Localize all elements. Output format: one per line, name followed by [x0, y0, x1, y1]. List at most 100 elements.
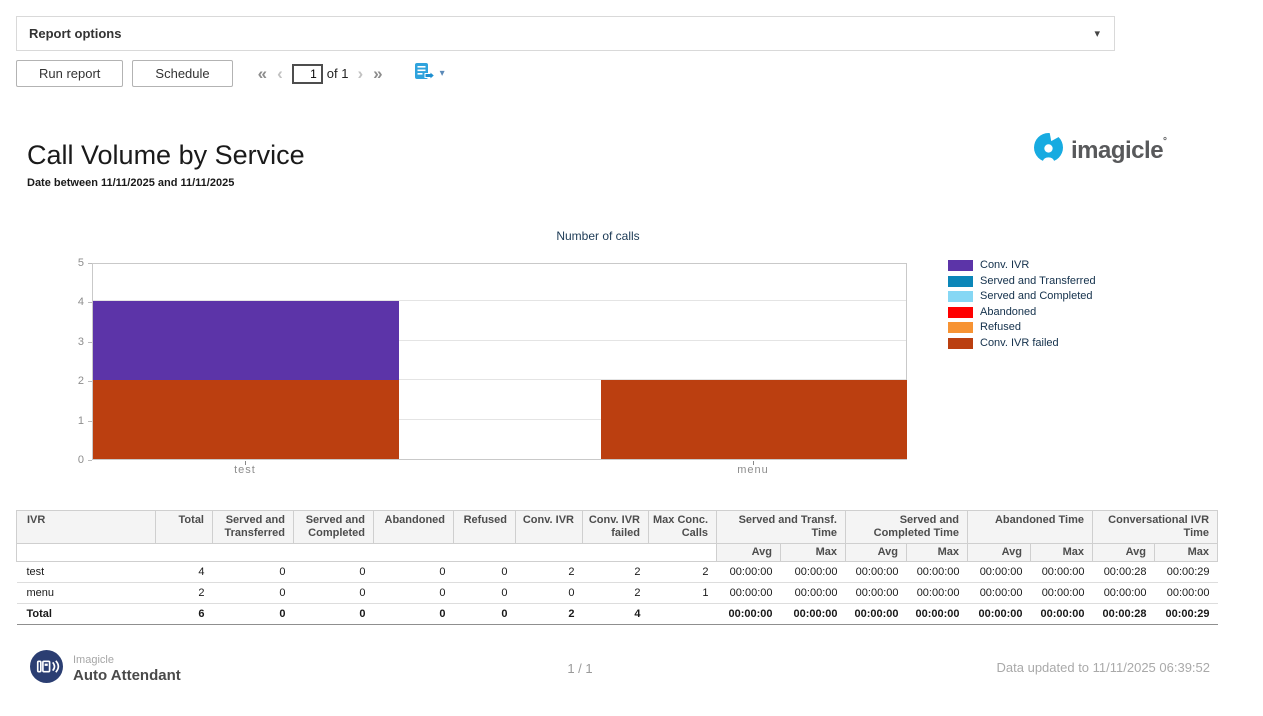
- legend-swatch: [948, 260, 973, 271]
- table-cell: 00:00:00: [717, 583, 781, 604]
- table-total-row: Total600002400:00:0000:00:0000:00:0000:0…: [17, 604, 1218, 625]
- table-cell: 2: [516, 604, 583, 625]
- table-cell: 2: [583, 583, 649, 604]
- sub-header: Max: [1155, 544, 1218, 562]
- table-cell: 0: [374, 562, 454, 583]
- legend-swatch: [948, 322, 973, 333]
- data-updated-label: Data updated to 11/11/2025 06:39:52: [997, 660, 1210, 675]
- table-cell: 00:00:00: [846, 604, 907, 625]
- legend-label: Served and Transferred: [980, 276, 1096, 287]
- schedule-button[interactable]: Schedule: [132, 60, 232, 87]
- table-cell: 0: [374, 604, 454, 625]
- table-cell: 00:00:00: [781, 583, 846, 604]
- table-cell: 00:00:28: [1093, 604, 1155, 625]
- footer-page-indicator: 1 / 1: [540, 661, 620, 676]
- table-cell: 00:00:28: [1093, 562, 1155, 583]
- table-cell: 0: [294, 583, 374, 604]
- pagination: « ‹ of 1 › »: [253, 64, 388, 84]
- table-cell: 0: [516, 583, 583, 604]
- table-cell: 00:00:00: [846, 562, 907, 583]
- report-options-bar[interactable]: Report options ▾: [16, 16, 1115, 51]
- table-cell: 00:00:00: [907, 583, 968, 604]
- export-icon: [414, 62, 435, 86]
- last-page-icon[interactable]: »: [368, 64, 387, 84]
- x-tick-label: test: [205, 464, 285, 476]
- sub-header: Avg: [968, 544, 1031, 562]
- table-cell: 0: [374, 583, 454, 604]
- table-cell: 1: [649, 583, 717, 604]
- table-cell: 0: [454, 583, 516, 604]
- table-cell: 2: [649, 562, 717, 583]
- legend-swatch: [948, 338, 973, 349]
- table-row: menu2000002100:00:0000:00:0000:00:0000:0…: [17, 583, 1218, 604]
- table-cell: 00:00:00: [968, 583, 1031, 604]
- sub-header: Max: [1031, 544, 1093, 562]
- report-options-label: Report options: [29, 26, 121, 41]
- table-cell: [649, 604, 717, 625]
- chevron-down-icon: ▾: [1094, 27, 1100, 40]
- table-cell: 6: [156, 604, 213, 625]
- imagicle-logo: imagicle°: [1034, 133, 1167, 167]
- table-cell: 2: [583, 562, 649, 583]
- table-cell: 0: [213, 604, 294, 625]
- table-cell: 2: [516, 562, 583, 583]
- column-header: Conv. IVR failed: [583, 511, 649, 544]
- legend-item: Served and Completed: [948, 291, 1096, 302]
- legend-item: Refused: [948, 322, 1096, 333]
- table-cell: 00:00:00: [968, 562, 1031, 583]
- table-cell: 00:00:00: [1031, 604, 1093, 625]
- next-page-icon[interactable]: ›: [352, 64, 368, 84]
- imagicle-wordmark: imagicle°: [1071, 136, 1167, 165]
- column-header: Max Conc. Calls: [649, 511, 717, 544]
- table-cell: test: [17, 562, 156, 583]
- column-header: Served and Transferred: [213, 511, 294, 544]
- header-spacer: [17, 544, 717, 562]
- table-cell: 00:00:00: [1093, 583, 1155, 604]
- legend-swatch: [948, 307, 973, 318]
- export-caret-icon: ▾: [440, 68, 445, 79]
- column-group-header: Abandoned Time: [968, 511, 1093, 544]
- chart-title: Number of calls: [518, 229, 678, 243]
- toolbar: Run report Schedule « ‹ of 1 › » ▾: [16, 60, 445, 87]
- x-tick-label: menu: [713, 464, 793, 476]
- table-cell: menu: [17, 583, 156, 604]
- table-cell: 00:00:00: [1031, 583, 1093, 604]
- column-header: Total: [156, 511, 213, 544]
- chart-legend: Conv. IVR Served and Transferred Served an…: [948, 260, 1096, 353]
- table-cell: 00:00:00: [1031, 562, 1093, 583]
- bar-test: [93, 301, 399, 459]
- column-group-header: Conversational IVR Time: [1093, 511, 1218, 544]
- table-cell: 00:00:00: [907, 604, 968, 625]
- table-cell: 00:00:00: [846, 583, 907, 604]
- legend-label: Abandoned: [980, 307, 1036, 318]
- legend-label: Conv. IVR failed: [980, 338, 1059, 349]
- sub-header: Avg: [717, 544, 781, 562]
- export-button[interactable]: ▾: [414, 62, 445, 86]
- run-report-button[interactable]: Run report: [16, 60, 123, 87]
- table-cell: 00:00:00: [968, 604, 1031, 625]
- column-group-header: Served and Transf. Time: [717, 511, 846, 544]
- chart-plot-area: [92, 263, 907, 460]
- table-cell: 00:00:00: [1155, 583, 1218, 604]
- legend-item: Conv. IVR failed: [948, 338, 1096, 349]
- legend-item: Conv. IVR: [948, 260, 1096, 271]
- y-tick-label: 4: [60, 296, 84, 308]
- first-page-icon[interactable]: «: [253, 64, 272, 84]
- table-cell: 0: [454, 604, 516, 625]
- sub-header: Avg: [1093, 544, 1155, 562]
- legend-item: Abandoned: [948, 307, 1096, 318]
- y-tick-label: 5: [60, 257, 84, 269]
- table-cell: 0: [213, 562, 294, 583]
- footer-brand-bottom: Auto Attendant: [73, 667, 181, 684]
- prev-page-icon[interactable]: ‹: [272, 64, 288, 84]
- table-row: test4000022200:00:0000:00:0000:00:0000:0…: [17, 562, 1218, 583]
- footer-brand: Imagicle Auto Attendant: [30, 650, 181, 688]
- report-table: IVRTotalServed and TransferredServed and…: [16, 510, 1218, 625]
- date-range-label: Date between 11/11/2025 and 11/11/2025: [27, 177, 234, 189]
- sub-header: Max: [781, 544, 846, 562]
- table-cell: 00:00:00: [781, 604, 846, 625]
- y-tick-mark: [88, 460, 92, 461]
- page-number-input[interactable]: [292, 64, 323, 84]
- column-header: Refused: [454, 511, 516, 544]
- table-cell: 00:00:29: [1155, 562, 1218, 583]
